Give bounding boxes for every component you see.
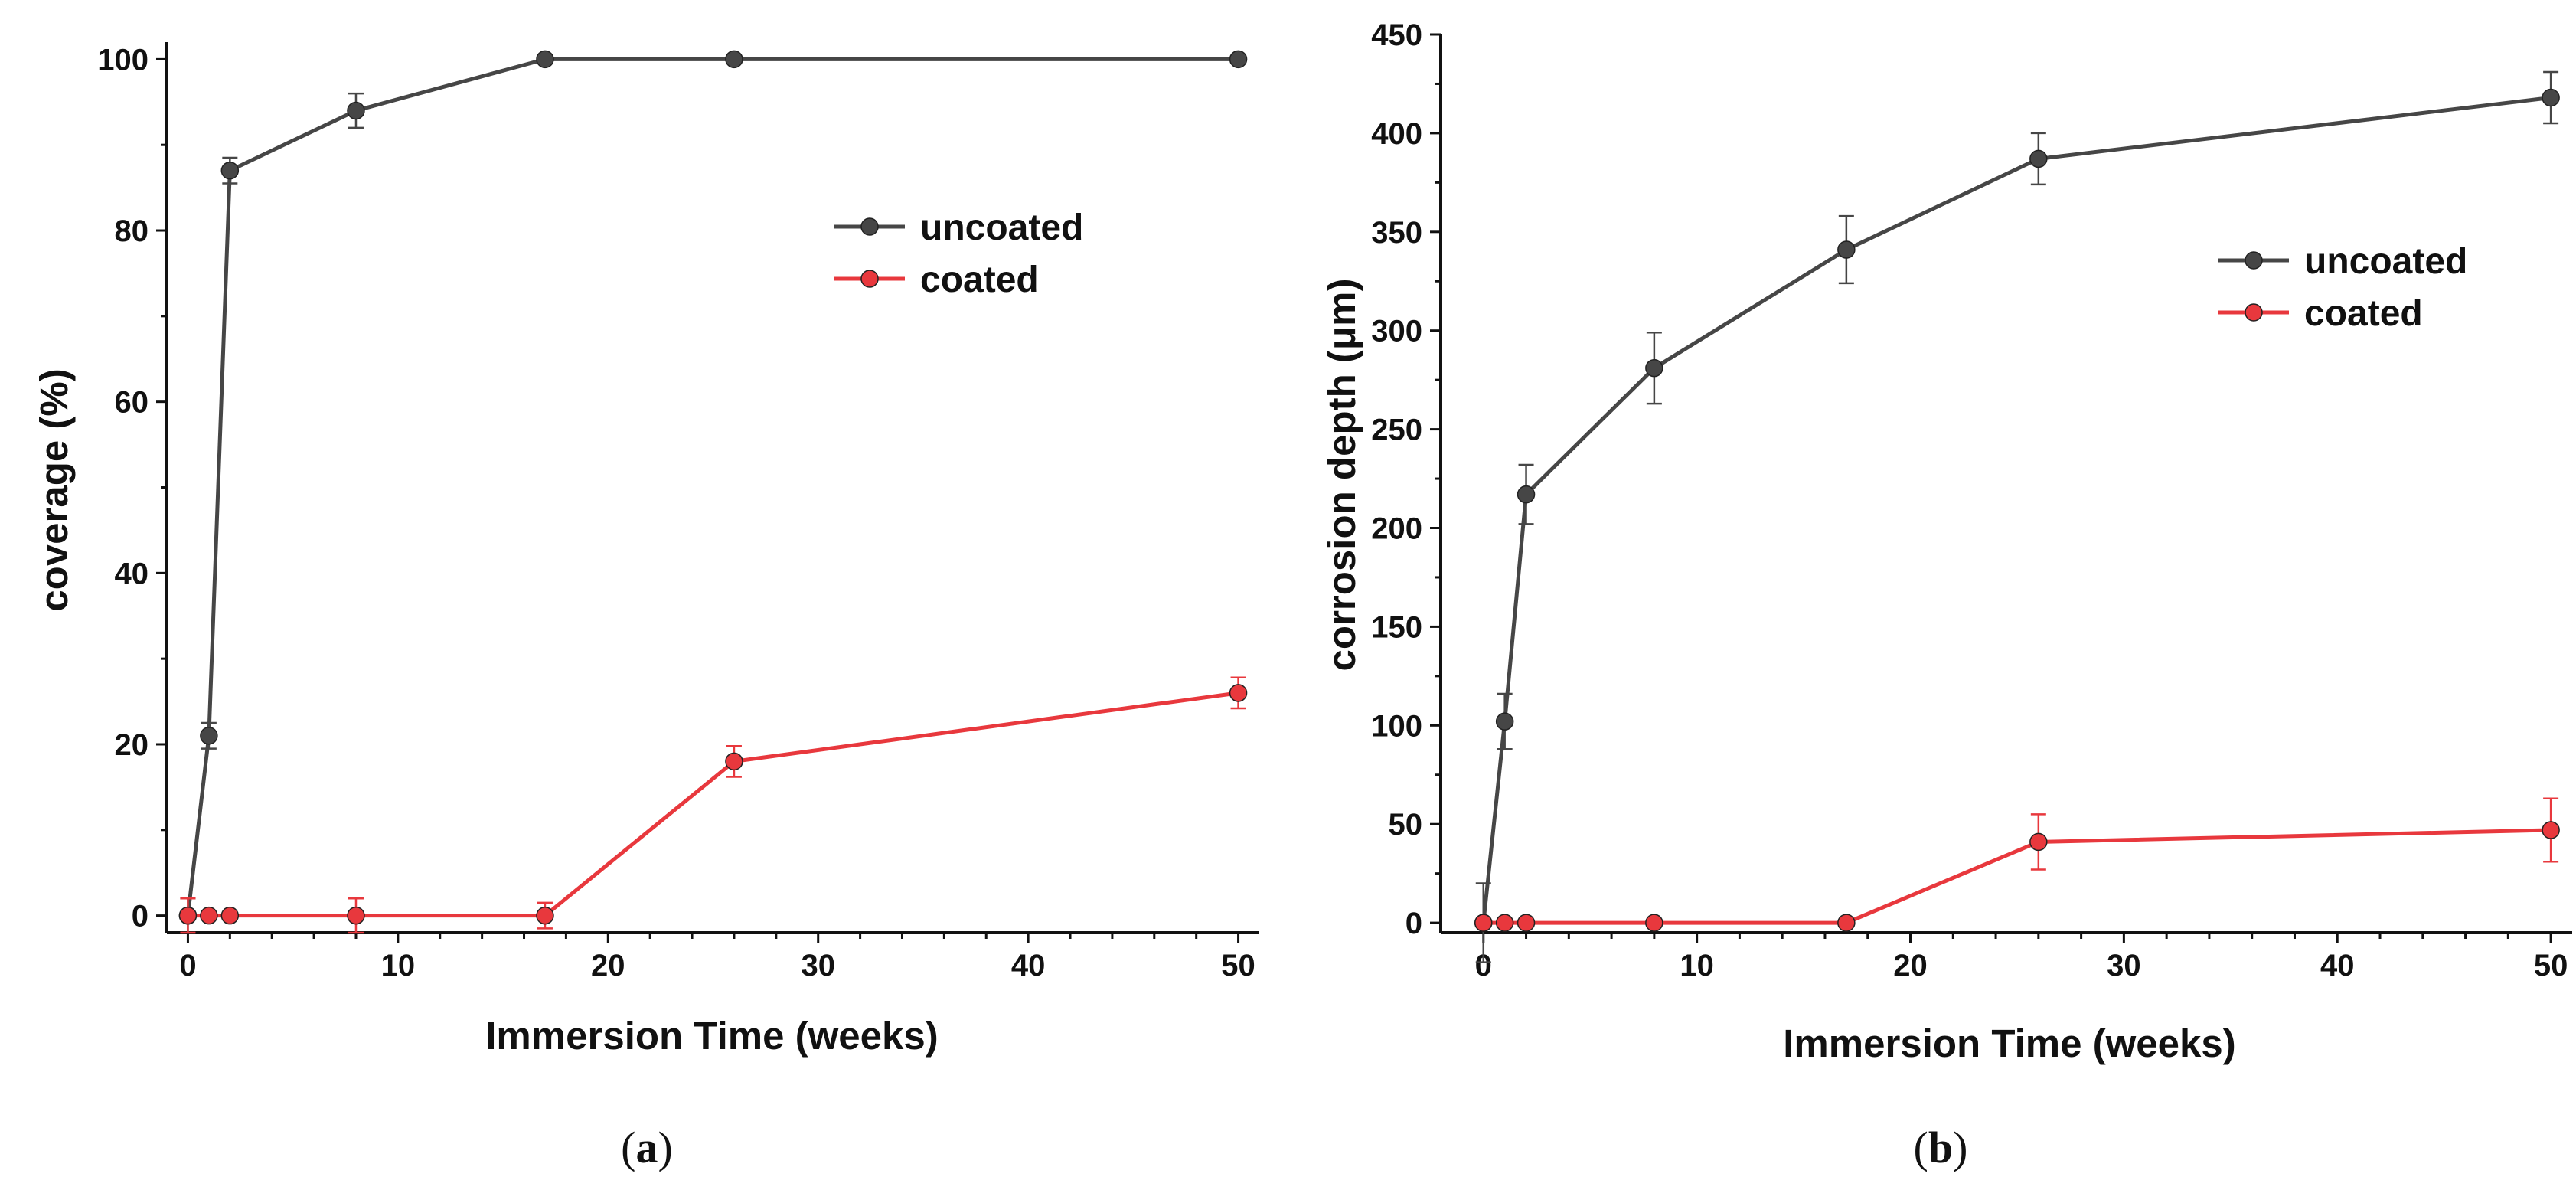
data-point-coated — [1495, 914, 1514, 932]
x-tick-label-a: 50 — [1221, 949, 1255, 982]
series-uncoated-a — [178, 50, 1248, 934]
y-tick-label-b: 350 — [1371, 216, 1422, 250]
data-point-uncoated — [1837, 240, 1856, 259]
legend-marker-uncoated — [2245, 251, 2263, 270]
y-tick-label-a: 100 — [97, 43, 149, 77]
caption-open-paren-a: ( — [621, 1123, 635, 1172]
series-a — [178, 50, 1248, 934]
y-tick-label-a: 0 — [132, 900, 149, 933]
y-tick-label-b: 150 — [1371, 610, 1422, 644]
series-line-coated — [188, 691, 1239, 918]
series-uncoated-b — [1474, 70, 2560, 963]
y-tick-label-b: 50 — [1389, 808, 1423, 842]
data-point-uncoated — [220, 161, 240, 180]
series-b — [1474, 70, 2560, 963]
data-point-coated — [2542, 821, 2560, 839]
series-line-coated — [1483, 828, 2552, 925]
caption-letter-b: b — [1928, 1123, 1953, 1172]
x-tick-label-a: 30 — [801, 949, 835, 982]
x-tick-label-b: 50 — [2534, 949, 2568, 982]
y-axis-title-b: corrosion depth (μm) — [1320, 279, 1363, 672]
data-point-coated — [725, 752, 743, 771]
data-point-coated — [1229, 684, 1248, 702]
data-point-uncoated — [2029, 149, 2048, 168]
data-point-uncoated — [725, 50, 743, 69]
legend-a: uncoated coated — [834, 208, 1083, 300]
y-tick-label-b: 100 — [1371, 709, 1422, 743]
x-tick-label-a: 20 — [591, 949, 625, 982]
panel-caption-a: (a) — [621, 1123, 673, 1172]
x-tick-label-a: 10 — [381, 949, 416, 982]
y-tick-label-a: 40 — [115, 557, 149, 590]
axes-b — [1439, 34, 2572, 934]
x-axis-title-b: Immersion Time (weeks) — [1783, 1022, 2235, 1065]
axes-a — [165, 42, 1259, 934]
data-point-coated — [2029, 832, 2048, 852]
data-point-coated — [200, 906, 218, 925]
caption-letter-a: a — [636, 1123, 658, 1172]
data-point-coated — [1474, 914, 1493, 932]
y-tick-label-b: 300 — [1371, 315, 1422, 348]
x-tick-label-b: 40 — [2320, 949, 2355, 982]
y-ticks-b: 0 50 100 150 200 250 300 350 400 450 — [1371, 18, 1441, 940]
legend-marker-uncoated — [860, 217, 879, 236]
x-tick-label-b: 10 — [1680, 949, 1714, 982]
data-point-coated — [1837, 914, 1856, 932]
y-tick-label-b: 0 — [1406, 907, 1422, 940]
series-coated-b — [1474, 797, 2560, 932]
series-coated-a — [178, 676, 1248, 934]
panel-caption-b: (b) — [1914, 1123, 1968, 1172]
y-ticks-a: 0 20 40 60 80 100 — [97, 43, 167, 933]
data-point-coated — [1517, 914, 1536, 932]
x-tick-label-a: 0 — [179, 949, 196, 982]
legend-marker-coated — [860, 270, 879, 288]
legend-marker-coated — [2245, 303, 2263, 322]
x-axis-title-a: Immersion Time (weeks) — [485, 1014, 938, 1058]
x-tick-label-b: 0 — [1475, 949, 1492, 982]
legend-label-uncoated: uncoated — [920, 208, 1083, 248]
x-tick-label-a: 40 — [1011, 949, 1046, 982]
data-point-coated — [347, 906, 365, 925]
x-ticks-b: 0 10 20 30 40 50 — [1475, 933, 2568, 982]
caption-close-paren-a: ) — [658, 1123, 673, 1172]
legend-label-coated: coated — [920, 260, 1039, 300]
data-point-uncoated — [1495, 712, 1514, 731]
data-point-coated — [220, 906, 240, 925]
x-tick-label-b: 20 — [1893, 949, 1928, 982]
y-tick-label-b: 250 — [1371, 414, 1422, 447]
data-point-uncoated — [536, 50, 554, 69]
data-point-uncoated — [2542, 88, 2560, 107]
y-axis-title-a: coverage (%) — [32, 368, 76, 611]
x-tick-label-b: 30 — [2107, 949, 2141, 982]
y-tick-label-a: 80 — [115, 214, 149, 248]
caption-close-paren-b: ) — [1953, 1123, 1967, 1172]
y-tick-label-a: 60 — [115, 386, 149, 420]
legend-b: uncoated coated — [2218, 241, 2467, 334]
data-point-uncoated — [1229, 50, 1248, 69]
data-point-uncoated — [1645, 358, 1663, 378]
data-point-uncoated — [1517, 485, 1536, 504]
y-tick-label-b: 450 — [1371, 18, 1422, 52]
y-tick-label-a: 20 — [115, 728, 149, 762]
y-tick-label-b: 400 — [1371, 117, 1422, 151]
data-point-uncoated — [200, 727, 218, 745]
data-point-coated — [178, 906, 198, 925]
series-line-uncoated — [1481, 96, 2552, 924]
y-tick-label-b: 200 — [1371, 512, 1422, 546]
data-point-coated — [1645, 914, 1663, 932]
legend-label-uncoated: uncoated — [2304, 241, 2467, 282]
caption-open-paren-b: ( — [1914, 1123, 1928, 1172]
data-point-uncoated — [347, 101, 365, 120]
legend-label-coated: coated — [2304, 293, 2423, 334]
series-line-uncoated — [185, 57, 1239, 916]
data-point-coated — [536, 906, 554, 925]
x-ticks-a: 0 10 20 30 40 50 — [179, 933, 1255, 982]
